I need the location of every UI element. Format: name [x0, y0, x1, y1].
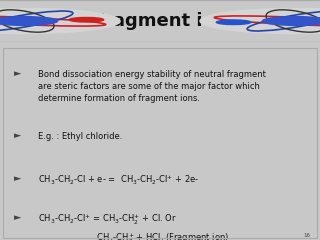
Circle shape — [262, 17, 320, 25]
Text: 16: 16 — [303, 233, 310, 238]
Text: ►: ► — [14, 70, 21, 78]
Text: ►: ► — [14, 174, 21, 183]
Text: Bond dissociation energy stability of neutral fragment
are steric factors are so: Bond dissociation energy stability of ne… — [38, 70, 266, 103]
Text: CH$_3$-CH$_2$-Cl + e- =  CH$_3$-CH$_2$-Cl$^{+}$ + 2e-: CH$_3$-CH$_2$-Cl + e- = CH$_3$-CH$_2$-Cl… — [38, 174, 200, 187]
Text: E.g. : Ethyl chloride.: E.g. : Ethyl chloride. — [38, 132, 123, 141]
Circle shape — [216, 20, 251, 24]
Text: ►: ► — [14, 213, 21, 222]
Text: CH$_3$-CH$_2$-Cl$^{+}$ = CH$_3$-CH$_2^{+}$ + Cl. Or
                      CH$_2$: CH$_3$-CH$_2$-Cl$^{+}$ = CH$_3$-CH$_2^{+… — [38, 213, 229, 240]
Text: ►: ► — [14, 132, 21, 141]
Text: Fragment ion: Fragment ion — [93, 12, 227, 30]
Circle shape — [0, 17, 58, 25]
Circle shape — [0, 8, 120, 34]
Circle shape — [69, 18, 104, 22]
Circle shape — [200, 8, 320, 34]
